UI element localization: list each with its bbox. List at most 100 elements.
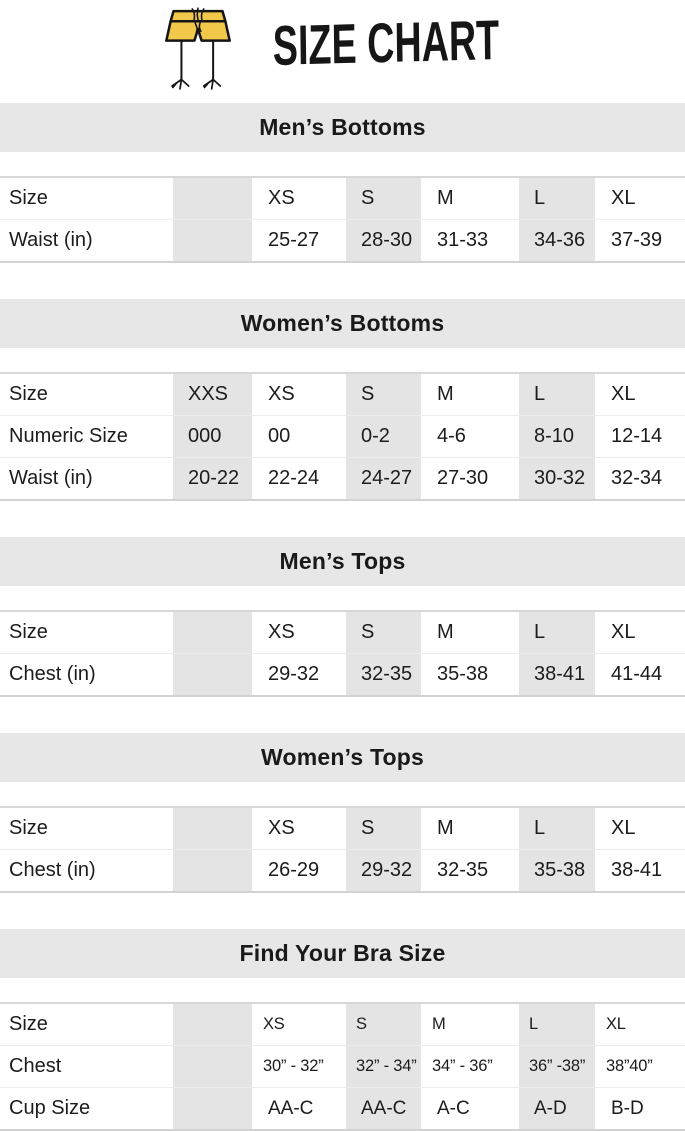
table-cell: S	[345, 1004, 422, 1045]
table-cell: B-D	[611, 1098, 644, 1119]
table-cell	[172, 612, 253, 653]
table-cell: 4-6	[437, 425, 466, 447]
table-cell	[172, 1088, 253, 1129]
table-row: Size XS S M L XL	[0, 1004, 685, 1046]
table-cell: 25-27	[268, 229, 320, 251]
table-cell: 32-35	[437, 859, 489, 881]
table-cell: 24-27	[345, 458, 422, 499]
table-cell: L	[518, 374, 596, 415]
table-cell: 41-44	[611, 663, 663, 685]
table-row: Size XS S M L XL	[0, 808, 685, 850]
table-cell: 31-33	[437, 229, 489, 251]
section-title: Men’s Bottoms	[259, 114, 426, 140]
row-label: Chest (in)	[9, 859, 96, 881]
section-band-mens-bottoms: Men’s Bottoms	[0, 103, 685, 152]
row-label: Numeric Size	[9, 425, 128, 447]
table-cell: L	[518, 612, 596, 653]
table-cell: 38”40”	[606, 1057, 653, 1075]
table-cell: 27-30	[437, 467, 489, 489]
table-cell: 30” - 32”	[263, 1057, 324, 1075]
section-title: Men’s Tops	[279, 548, 406, 574]
size-table-mens-bottoms: Size XS S M L XL Waist (in) 25-27 28-30 …	[0, 176, 685, 263]
table-cell	[172, 850, 253, 891]
table-cell	[172, 1004, 253, 1045]
row-label: Size	[9, 383, 48, 405]
table-cell	[172, 808, 253, 849]
table-cell: 38-41	[611, 859, 663, 881]
table-cell: 36” -38”	[518, 1046, 596, 1087]
table-cell: A-C	[437, 1098, 470, 1119]
row-label: Size	[9, 817, 48, 839]
section-title: Women’s Bottoms	[240, 310, 445, 336]
table-row: Chest 30” - 32” 32” - 34” 34” - 36” 36” …	[0, 1046, 685, 1088]
table-cell: XS	[268, 817, 295, 839]
table-cell: M	[437, 187, 454, 209]
table-cell: 000	[172, 416, 253, 457]
size-table-womens-bottoms: Size XXS XS S M L XL Numeric Size 000 00…	[0, 372, 685, 501]
table-cell: M	[432, 1015, 446, 1033]
table-row: Chest (in) 29-32 32-35 35-38 38-41 41-44	[0, 654, 685, 695]
table-cell	[172, 220, 253, 261]
section-band-mens-tops: Men’s Tops	[0, 537, 685, 586]
section-band-womens-tops: Women’s Tops	[0, 733, 685, 782]
table-cell: AA-C	[345, 1088, 422, 1129]
table-cell: L	[518, 1004, 596, 1045]
table-cell: AA-C	[268, 1098, 314, 1119]
table-cell: 34” - 36”	[432, 1057, 493, 1075]
row-label: Chest (in)	[9, 663, 96, 685]
table-cell: 35-38	[437, 663, 489, 685]
table-row: Chest (in) 26-29 29-32 32-35 35-38 38-41	[0, 850, 685, 891]
table-row: Size XS S M L XL	[0, 612, 685, 654]
table-cell	[172, 1046, 253, 1087]
table-cell: 26-29	[268, 859, 320, 881]
table-cell: 30-32	[518, 458, 596, 499]
row-label: Chest	[9, 1055, 62, 1077]
section-band-womens-bottoms: Women’s Bottoms	[0, 299, 685, 348]
row-label: Size	[9, 187, 48, 209]
table-cell: 28-30	[345, 220, 422, 261]
table-cell: M	[437, 383, 454, 405]
table-cell: 22-24	[268, 467, 320, 489]
shorts-with-bird-legs-icon	[162, 6, 234, 99]
row-label: Waist (in)	[9, 229, 93, 251]
table-cell: A-D	[518, 1088, 596, 1129]
table-cell: L	[518, 178, 596, 219]
table-cell: L	[518, 808, 596, 849]
table-cell: 29-32	[345, 850, 422, 891]
table-cell: XS	[268, 187, 295, 209]
table-cell: M	[437, 621, 454, 643]
table-cell	[172, 178, 253, 219]
table-row: Size XXS XS S M L XL	[0, 374, 685, 416]
table-cell: 35-38	[518, 850, 596, 891]
size-table-mens-tops: Size XS S M L XL Chest (in) 29-32 32-35 …	[0, 610, 685, 697]
row-label: Size	[9, 621, 48, 643]
table-row: Waist (in) 20-22 22-24 24-27 27-30 30-32…	[0, 458, 685, 499]
row-label: Cup Size	[9, 1097, 91, 1119]
table-cell: 38-41	[518, 654, 596, 695]
table-row: Cup Size AA-C AA-C A-C A-D B-D	[0, 1088, 685, 1129]
table-cell: 00	[268, 425, 291, 447]
table-cell: 34-36	[518, 220, 596, 261]
page-header: SIZE CHART	[0, 0, 685, 96]
size-table-bra-size: Size XS S M L XL Chest 30” - 32” 32” - 3…	[0, 1002, 685, 1131]
table-cell: 0-2	[345, 416, 422, 457]
table-cell: 29-32	[268, 663, 320, 685]
table-cell: XL	[611, 187, 636, 209]
table-cell: S	[345, 178, 422, 219]
row-label: Size	[9, 1013, 48, 1035]
table-cell: XL	[606, 1015, 626, 1033]
section-title: Women’s Tops	[261, 744, 424, 770]
table-cell: XS	[263, 1015, 285, 1033]
table-cell: XS	[268, 383, 295, 405]
table-cell: 32-35	[345, 654, 422, 695]
size-table-womens-tops: Size XS S M L XL Chest (in) 26-29 29-32 …	[0, 806, 685, 893]
table-cell: XL	[611, 383, 636, 405]
table-cell: 12-14	[611, 425, 663, 447]
table-cell: 8-10	[518, 416, 596, 457]
table-cell: XL	[611, 621, 636, 643]
table-cell: S	[345, 374, 422, 415]
table-cell	[172, 654, 253, 695]
table-cell: XXS	[172, 374, 253, 415]
table-cell: S	[345, 808, 422, 849]
table-cell: 32” - 34”	[345, 1046, 422, 1087]
